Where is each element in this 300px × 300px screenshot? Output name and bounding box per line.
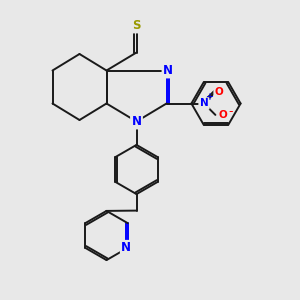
Text: +: + (205, 92, 213, 102)
Text: N: N (200, 98, 208, 109)
Text: S: S (132, 19, 141, 32)
Text: N: N (121, 241, 131, 254)
Text: O: O (218, 110, 227, 120)
Text: N: N (131, 115, 142, 128)
Text: O: O (214, 87, 224, 97)
Text: N: N (163, 64, 173, 77)
Text: -: - (228, 105, 233, 119)
